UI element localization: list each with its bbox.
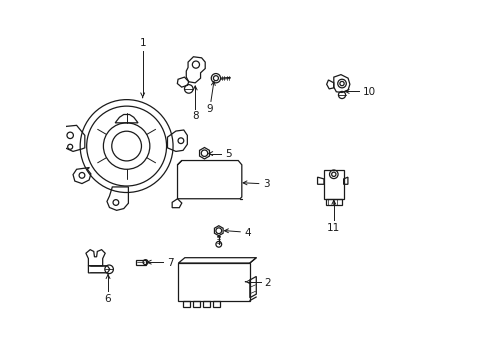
Text: 2: 2 (264, 278, 270, 288)
Text: 3: 3 (263, 179, 269, 189)
Text: 10: 10 (363, 87, 375, 97)
Text: 7: 7 (167, 258, 174, 268)
Bar (178, 263, 249, 301)
Text: 5: 5 (225, 149, 232, 159)
Text: 9: 9 (206, 104, 212, 114)
Text: 8: 8 (191, 111, 198, 121)
Text: 6: 6 (104, 294, 111, 304)
Text: 11: 11 (326, 223, 340, 233)
Text: 1: 1 (139, 38, 146, 48)
Text: 4: 4 (244, 228, 251, 238)
